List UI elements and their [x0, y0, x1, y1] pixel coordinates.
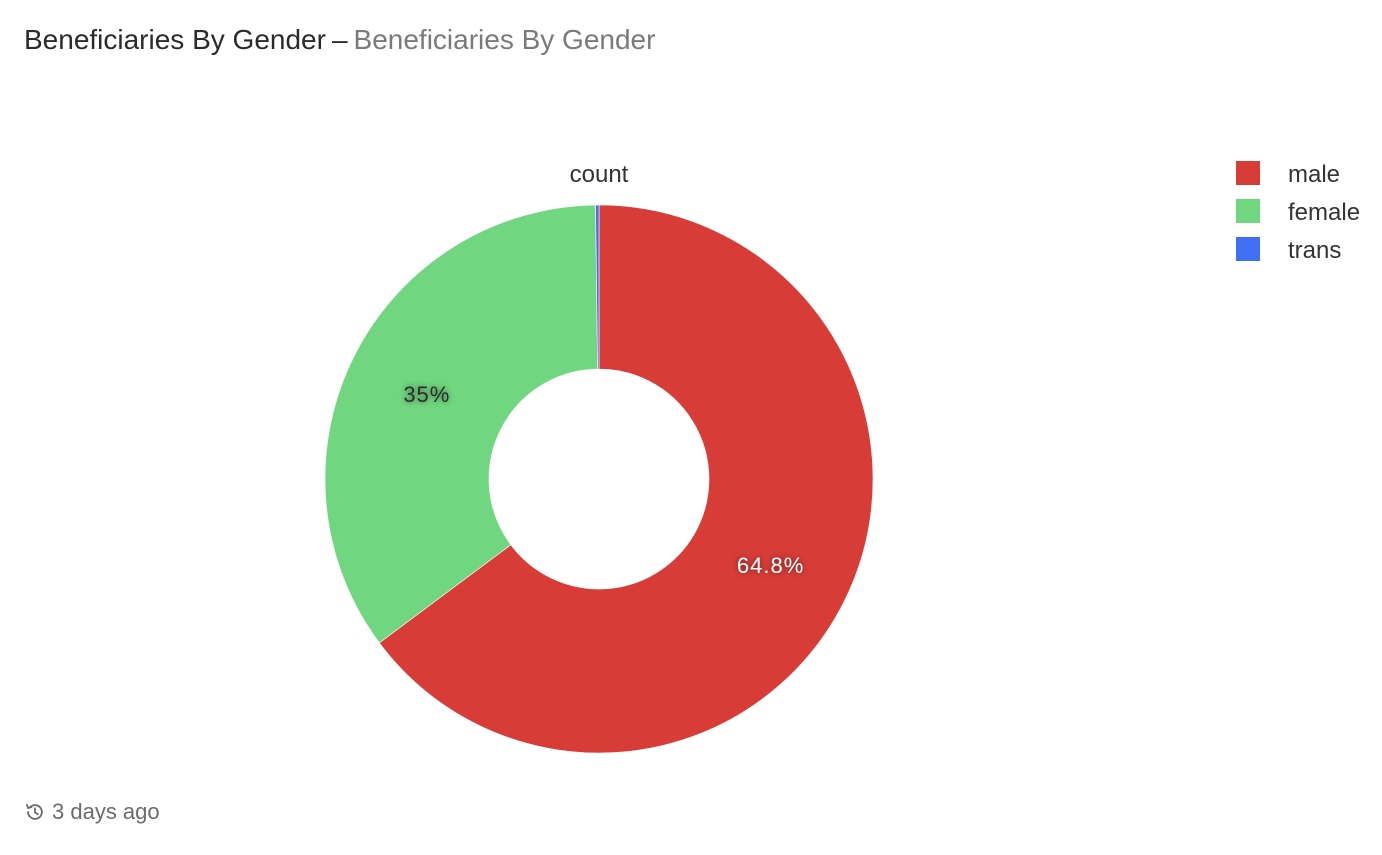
legend-swatch-female[interactable]	[1236, 199, 1260, 223]
legend-label-female[interactable]: female	[1288, 199, 1360, 226]
slices-group	[324, 204, 874, 754]
last-updated-text: 3 days ago	[52, 799, 160, 824]
legend: male female trans	[1236, 161, 1360, 264]
data-labels-group: 64.8% 35%	[403, 382, 804, 578]
legend-label-male[interactable]: male	[1288, 161, 1340, 188]
last-updated: 3 days ago	[24, 798, 160, 826]
slice-female[interactable]	[324, 204, 598, 644]
chart-title: Beneficiaries By Gender	[24, 24, 326, 55]
legend-label-trans[interactable]: trans	[1288, 237, 1341, 264]
slice-male[interactable]	[378, 204, 874, 754]
series-label: count	[570, 161, 629, 188]
chart-header: Beneficiaries By Gender – Beneficiaries By…	[24, 22, 655, 58]
chart-subtitle: Beneficiaries By Gender	[353, 24, 656, 55]
title-separator: –	[331, 24, 348, 55]
history-icon	[26, 803, 43, 820]
slice-trans[interactable]	[595, 204, 600, 370]
donut-chart: count 64.8% 35% male female trans	[324, 161, 1360, 754]
legend-swatch-trans[interactable]	[1236, 237, 1260, 261]
data-label-female: 35%	[403, 382, 450, 407]
data-label-male: 64.8%	[737, 553, 804, 578]
legend-swatch-male[interactable]	[1236, 161, 1260, 185]
